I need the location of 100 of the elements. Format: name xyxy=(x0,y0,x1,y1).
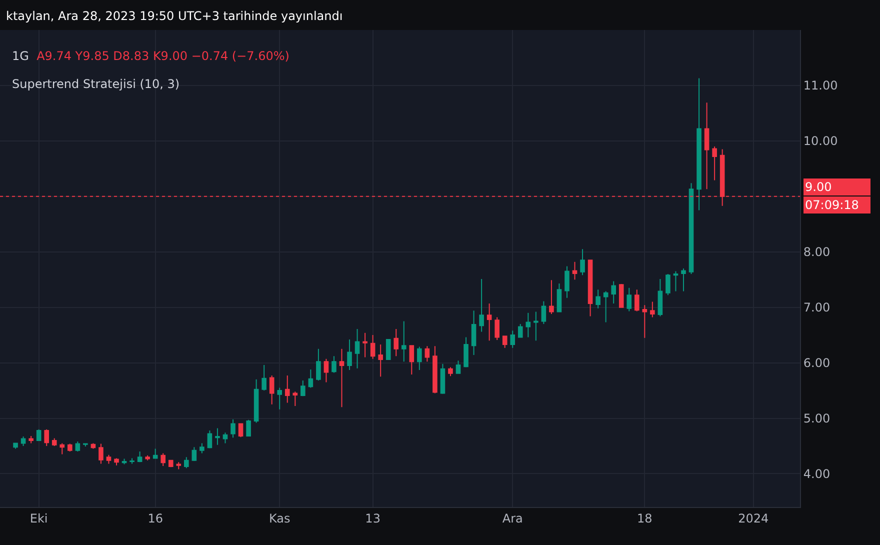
candlestick xyxy=(688,182,694,275)
candlestick xyxy=(292,391,298,407)
y-tick-label: 8.00 xyxy=(803,245,830,260)
candlestick xyxy=(145,454,150,461)
candlestick xyxy=(207,430,212,449)
candlestick xyxy=(572,261,578,280)
x-tick-label: 16 xyxy=(148,511,163,526)
x-tick-label: 18 xyxy=(637,511,652,526)
candlestick xyxy=(122,458,127,465)
x-tick-label: Ara xyxy=(502,511,523,526)
candlestick xyxy=(75,441,80,452)
candlestick xyxy=(611,280,616,304)
candlestick xyxy=(339,348,344,408)
x-tick-label: Kas xyxy=(268,511,290,526)
candlestick xyxy=(618,284,624,308)
candlestick xyxy=(13,442,18,450)
candlestick xyxy=(230,418,236,438)
candlestick xyxy=(137,451,142,463)
candlestick xyxy=(184,456,189,469)
text: 1G xyxy=(12,49,29,63)
candlestick xyxy=(518,323,523,338)
candlestick xyxy=(642,304,648,338)
text: 07:09:18 xyxy=(805,198,859,212)
candlestick xyxy=(549,280,554,314)
candlestick xyxy=(494,316,500,341)
candlestick xyxy=(673,270,678,292)
candlestick xyxy=(424,346,430,362)
candlestick xyxy=(324,358,329,383)
candlestick xyxy=(394,328,399,357)
candlestick xyxy=(222,432,228,444)
candlestick xyxy=(378,344,383,378)
candlestick xyxy=(332,356,336,374)
candlestick xyxy=(510,330,516,348)
candlestick xyxy=(650,301,655,318)
y-tick-label: 10.00 xyxy=(803,134,838,148)
candlestick xyxy=(580,248,585,276)
candlestick xyxy=(277,387,282,410)
candlestick xyxy=(658,278,663,317)
candlestick xyxy=(362,332,368,358)
candlestick xyxy=(20,436,26,446)
candlestick xyxy=(556,282,562,312)
candlestick xyxy=(176,462,182,470)
candlestick xyxy=(401,320,406,362)
y-tick-label: 7.00 xyxy=(803,300,830,315)
candlestick xyxy=(681,268,686,292)
candlestick xyxy=(564,266,570,298)
candlestick xyxy=(603,290,608,323)
candlestick xyxy=(130,458,134,464)
y-tick-label: 4.00 xyxy=(803,466,830,481)
annotation: Supertrend Stratejisi (10, 3) xyxy=(12,77,180,91)
candlestick xyxy=(200,442,204,454)
candlestick xyxy=(534,311,538,342)
candlestick xyxy=(44,428,49,446)
candlestick xyxy=(192,446,197,462)
candlestick xyxy=(83,443,88,448)
candlestick xyxy=(370,334,376,360)
candlestick xyxy=(106,454,112,464)
candlestick xyxy=(98,443,104,464)
candlestick xyxy=(160,452,166,466)
text: A9.74 Y9.85 D8.83 K9.00 −0.74 (−7.60%) xyxy=(36,49,290,63)
candlestick xyxy=(254,378,259,424)
candlestick xyxy=(696,78,702,211)
candlestick xyxy=(666,274,670,296)
candlestick xyxy=(588,260,593,317)
candlestick xyxy=(300,380,306,397)
candlestick xyxy=(526,312,531,338)
candlestick xyxy=(502,336,508,348)
y-tick-label: 5.00 xyxy=(803,411,830,426)
candlestick xyxy=(464,336,468,368)
candlestick xyxy=(347,339,352,370)
candlestick xyxy=(440,363,446,394)
candlestick xyxy=(60,442,65,455)
candlestick xyxy=(456,360,461,374)
candlestick xyxy=(269,375,274,405)
candlestick xyxy=(634,289,640,312)
candlestick xyxy=(448,366,453,377)
candlestick xyxy=(28,436,34,444)
y-tick-label: 11.00 xyxy=(803,78,838,93)
y-tick-label: 6.00 xyxy=(803,356,830,370)
candlestick xyxy=(114,458,119,466)
candlestick xyxy=(284,375,290,404)
candlestick xyxy=(409,345,414,375)
x-tick-label: Eki xyxy=(30,511,48,526)
candlestick xyxy=(168,459,174,468)
candlestick xyxy=(354,328,360,369)
candlestick xyxy=(68,443,72,452)
candlestick xyxy=(52,438,57,446)
candlestick xyxy=(626,287,632,312)
text: ktaylan, Ara 28, 2023 19:50 UTC+3 tarihinde yayınlandı xyxy=(6,9,343,23)
candlestick xyxy=(541,300,546,324)
x-tick-label: 13 xyxy=(365,511,380,526)
candlestick xyxy=(316,348,321,382)
candlestick xyxy=(417,346,422,370)
candlestick xyxy=(471,310,476,356)
candlestick xyxy=(712,146,717,181)
x-tick-label: 2024 xyxy=(738,511,769,526)
candlestick xyxy=(479,278,484,332)
candlestick xyxy=(36,428,42,442)
candlestick xyxy=(215,428,220,446)
candlestick xyxy=(238,422,244,438)
